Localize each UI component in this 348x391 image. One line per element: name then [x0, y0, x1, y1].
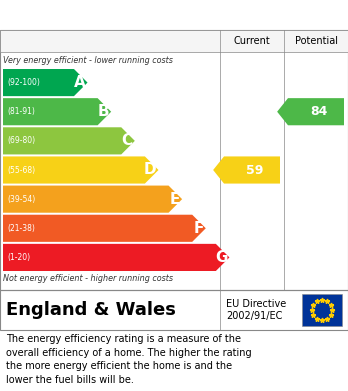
Text: (55-68): (55-68): [7, 165, 35, 174]
Text: C: C: [122, 133, 133, 148]
Polygon shape: [277, 98, 344, 125]
Text: (39-54): (39-54): [7, 195, 35, 204]
Polygon shape: [3, 98, 111, 125]
Polygon shape: [3, 186, 182, 213]
Text: 59: 59: [246, 163, 264, 176]
Text: D: D: [144, 163, 157, 178]
Text: (81-91): (81-91): [7, 107, 35, 116]
Text: F: F: [193, 221, 204, 236]
Polygon shape: [3, 69, 87, 96]
Text: The energy efficiency rating is a measure of the
overall efficiency of a home. T: The energy efficiency rating is a measur…: [6, 334, 252, 385]
Text: B: B: [97, 104, 109, 119]
Bar: [302, 294, 342, 326]
Text: (21-38): (21-38): [7, 224, 35, 233]
Text: A: A: [74, 75, 86, 90]
Polygon shape: [3, 244, 229, 271]
Text: (69-80): (69-80): [7, 136, 35, 145]
Text: Very energy efficient - lower running costs: Very energy efficient - lower running co…: [3, 56, 173, 65]
Text: EU Directive
2002/91/EC: EU Directive 2002/91/EC: [226, 299, 286, 321]
Text: Not energy efficient - higher running costs: Not energy efficient - higher running co…: [3, 274, 173, 283]
Text: Potential: Potential: [294, 36, 338, 46]
Polygon shape: [213, 156, 280, 183]
Text: (92-100): (92-100): [7, 78, 40, 87]
Polygon shape: [3, 215, 206, 242]
Polygon shape: [3, 127, 135, 154]
Text: 84: 84: [310, 105, 328, 118]
Polygon shape: [3, 156, 158, 183]
Text: G: G: [215, 250, 228, 265]
Text: Current: Current: [234, 36, 270, 46]
Text: Energy Efficiency Rating: Energy Efficiency Rating: [10, 9, 220, 24]
Text: E: E: [170, 192, 180, 206]
Text: England & Wales: England & Wales: [6, 301, 176, 319]
Bar: [0, 30, 348, 52]
Text: (1-20): (1-20): [7, 253, 30, 262]
